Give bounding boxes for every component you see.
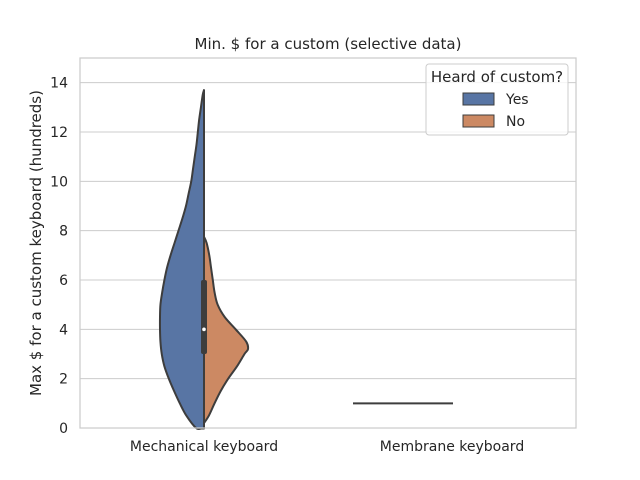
legend-label-yes: Yes [505, 92, 529, 108]
y-tick-label-14: 14 [50, 76, 68, 92]
x-tick-label-1: Membrane keyboard [380, 439, 524, 455]
y-axis-ticks: 0 2 4 6 8 10 12 14 [50, 76, 68, 437]
legend-swatch-yes [462, 92, 495, 106]
legend-label-no: No [506, 114, 525, 130]
box-iqr [201, 280, 207, 354]
legend-title: Heard of custom? [431, 68, 563, 86]
box-median-point [202, 327, 206, 332]
violin-half-yes [158, 89, 205, 431]
y-axis-label: Max $ for a custom keyboard (hundreds) [27, 90, 45, 396]
y-tick-label-6: 6 [59, 273, 68, 289]
y-tick-label-2: 2 [59, 372, 68, 388]
legend-frame [425, 63, 569, 136]
y-tick-label-0: 0 [59, 421, 68, 437]
x-axis-ticks: Mechanical keyboard Membrane keyboard [130, 439, 524, 455]
y-tick-label-10: 10 [50, 174, 68, 190]
chart-title: Min. $ for a custom (selective data) [195, 35, 462, 53]
y-tick-label-8: 8 [59, 224, 68, 240]
y-tick-label-12: 12 [50, 125, 68, 141]
box-plot [201, 90, 207, 428]
y-tick-label-4: 4 [59, 322, 68, 338]
violin-half-no [203, 235, 250, 425]
violins [158, 89, 453, 431]
legend: Heard of custom? Yes No [425, 63, 569, 136]
legend-swatch-no [462, 114, 495, 128]
x-tick-label-0: Mechanical keyboard [130, 439, 278, 455]
plot-area-frame [79, 57, 577, 429]
